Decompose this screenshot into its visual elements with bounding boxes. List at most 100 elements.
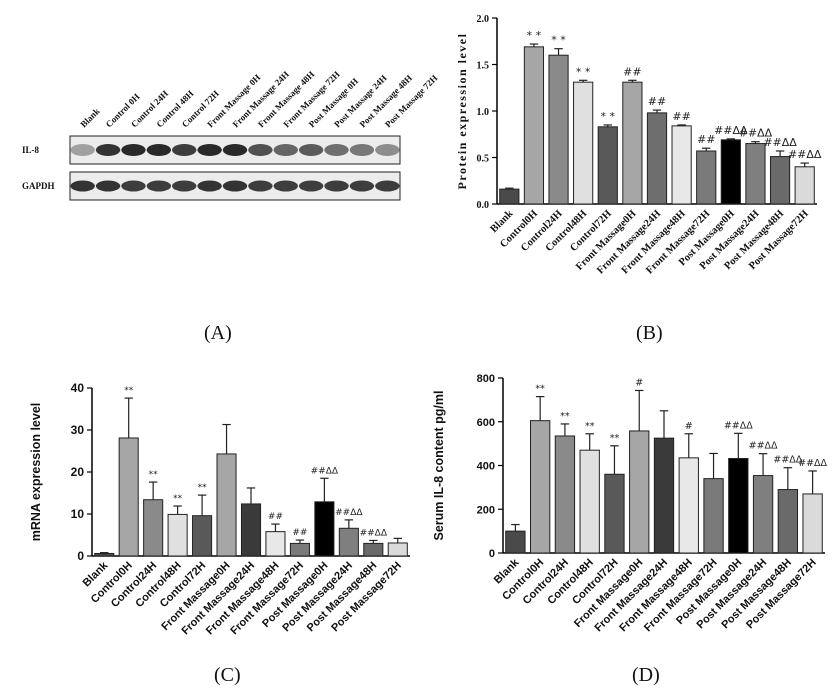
significance-mark: ##ΔΔ (749, 441, 778, 452)
bar (678, 457, 699, 554)
bar (703, 478, 724, 554)
y-tick-label: 800 (477, 373, 495, 385)
y-axis-title: mRNA expression level (29, 403, 43, 541)
blot-band (146, 180, 172, 192)
bar (646, 112, 668, 205)
significance-mark: ##ΔΔ (739, 127, 773, 140)
blot-band (248, 180, 273, 192)
blot-band (375, 180, 400, 192)
bar (387, 542, 408, 557)
bar (499, 188, 520, 205)
bar (653, 437, 675, 554)
blot-band (324, 144, 349, 156)
bar (728, 458, 749, 554)
significance-mark: ** (149, 470, 159, 480)
y-tick-label: 0 (489, 548, 495, 560)
significance-mark: ##ΔΔ (724, 420, 753, 431)
blot-band (70, 180, 95, 192)
significance-mark: ## (697, 133, 715, 146)
significance-mark: # (685, 421, 693, 432)
significance-mark: ** (560, 411, 570, 422)
bar (597, 126, 618, 205)
significance-mark: ##ΔΔ (360, 528, 388, 538)
panel-label-b: (B) (636, 322, 663, 344)
blot-band (70, 144, 95, 156)
y-axis-title: Protein expression level (455, 33, 469, 190)
blot-row-label: GAPDH (22, 181, 55, 191)
blot-band (222, 180, 248, 192)
bar (240, 503, 262, 557)
blot-band (222, 144, 248, 156)
blot-band (349, 180, 375, 192)
blot-band (95, 144, 121, 156)
y-tick-label: 0 (77, 549, 84, 563)
bar (794, 166, 815, 205)
bar (573, 81, 594, 205)
bar (548, 54, 569, 205)
significance-mark: * * (551, 34, 566, 47)
y-tick-label: 0.5 (477, 154, 490, 165)
significance-mark: ##ΔΔ (311, 466, 339, 476)
blot-band (95, 180, 121, 192)
significance-mark: ## (623, 65, 641, 78)
bar (604, 473, 625, 554)
panel-label-d: (D) (632, 664, 660, 686)
y-tick-label: 0.0 (477, 200, 490, 211)
bar (192, 515, 213, 557)
y-tick-label: 1.0 (477, 107, 490, 118)
significance-mark: ## (672, 110, 690, 123)
bar (802, 493, 823, 554)
bar (622, 81, 643, 205)
y-tick-label: 200 (477, 504, 495, 516)
blot-lane-label: Blank (78, 106, 101, 129)
y-tick-label: 1.5 (477, 61, 490, 72)
significance-mark: ##ΔΔ (335, 508, 363, 518)
significance-mark: ##ΔΔ (714, 124, 748, 137)
bar (289, 542, 310, 557)
panel-label-a: (A) (204, 322, 232, 344)
y-tick-label: 2.0 (477, 14, 490, 25)
bar (720, 139, 741, 205)
blot-band (273, 180, 298, 192)
significance-mark: ##ΔΔ (788, 148, 822, 161)
significance-mark: # (635, 377, 643, 388)
blot-band (349, 144, 375, 156)
blot-band (273, 144, 298, 156)
bar (579, 449, 600, 554)
bar (629, 430, 650, 554)
bar (118, 437, 139, 557)
y-tick-label: 40 (71, 381, 85, 395)
significance-mark: ** (610, 433, 620, 444)
significance-mark: ## (292, 528, 307, 538)
blot-band (146, 144, 172, 156)
blot-band (298, 180, 324, 192)
blot-band (248, 144, 273, 156)
y-tick-label: 400 (477, 461, 495, 473)
significance-mark: ** (198, 483, 208, 493)
significance-mark: * * (576, 65, 591, 78)
blot-band (172, 144, 197, 156)
significance-mark: * * (601, 110, 616, 123)
significance-mark: ## (648, 95, 666, 108)
significance-mark: * * (527, 29, 542, 42)
bar (752, 475, 774, 554)
bar (314, 501, 335, 557)
blot-band (121, 144, 146, 156)
significance-mark: ** (585, 421, 595, 432)
y-tick-label: 20 (71, 465, 85, 479)
bar (769, 156, 791, 205)
panel-label-c: (C) (214, 664, 241, 686)
y-tick-label: 600 (477, 417, 495, 429)
bar (745, 143, 766, 205)
significance-mark: ** (173, 494, 183, 504)
significance-mark: ##ΔΔ (763, 136, 797, 149)
bar (523, 46, 545, 205)
blot-band (298, 144, 324, 156)
bar (363, 542, 384, 557)
bar (505, 530, 526, 554)
bar (777, 489, 799, 554)
